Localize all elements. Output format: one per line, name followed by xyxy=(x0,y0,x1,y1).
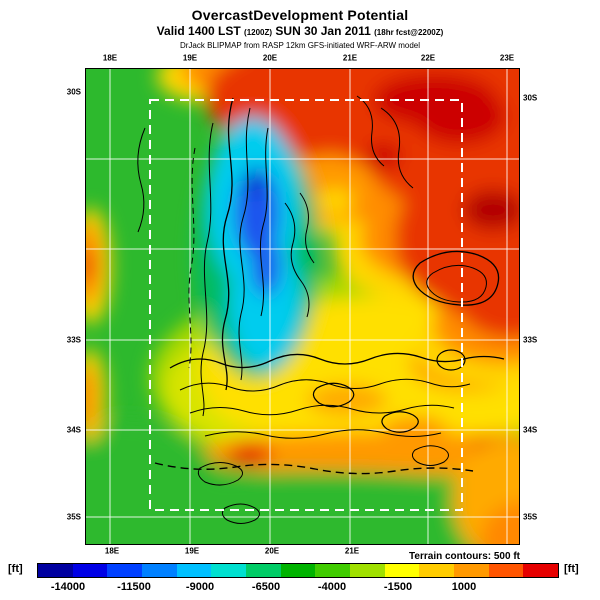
terrain-contour xyxy=(284,202,310,318)
colorbar-segment xyxy=(315,564,351,577)
terrain-contour xyxy=(380,107,414,189)
colorbar-segment xyxy=(488,564,524,577)
colorbar-tick: -9000 xyxy=(185,581,215,593)
terrain-contour xyxy=(204,429,442,439)
colorbar-tick: -6500 xyxy=(251,581,281,593)
colorbar-segment xyxy=(523,564,559,577)
chart-title: OvercastDevelopment Potential xyxy=(191,7,409,23)
axis-tick-label: 35S xyxy=(66,512,81,522)
axis-tick-label: 21E xyxy=(342,53,358,63)
terrain-contour xyxy=(221,97,234,391)
axis-tick-label: 20E xyxy=(262,53,278,63)
colorbar-tick: -4000 xyxy=(317,581,347,593)
terrain-contour xyxy=(197,462,243,486)
terrain-contour xyxy=(137,127,146,233)
axis-tick-label: 33S xyxy=(66,335,81,345)
colorbar-unit-right: [ft] xyxy=(564,563,579,575)
valid-init-time: (1200Z) xyxy=(244,28,273,37)
terrain-contours-note: Terrain contours: 500 ft xyxy=(409,551,520,562)
terrain-contour xyxy=(259,127,269,317)
colorbar-tick: -14000 xyxy=(50,581,86,593)
axis-tick-label: 34S xyxy=(523,425,538,435)
model-attribution: DrJack BLIPMAP from RASP 12km GFS-initia… xyxy=(179,41,421,50)
terrain-contour xyxy=(154,462,474,475)
colorbar-segment xyxy=(176,564,212,577)
colorbar-segment xyxy=(454,564,489,577)
colorbar-unit-left: [ft] xyxy=(8,563,23,575)
colorbar-segment xyxy=(72,564,108,577)
axis-tick-label: 33S xyxy=(523,335,538,345)
axis-tick-label: 20E xyxy=(264,546,280,556)
colorbar-tick: 1000 xyxy=(451,581,477,593)
axis-tick-label: 19E xyxy=(182,53,198,63)
map-border xyxy=(85,68,520,545)
colorbar-segment xyxy=(38,564,73,577)
axis-tick-label: 23E xyxy=(499,53,515,63)
contour-map xyxy=(85,68,520,545)
terrain-contour xyxy=(436,349,466,371)
valid-time-line: Valid 1400 LST (1200Z) SUN 30 Jan 2011 (… xyxy=(0,24,600,38)
terrain-contour xyxy=(381,411,419,433)
valid-forecast-info: (18hr fcst@2200Z) xyxy=(374,28,444,37)
terrain-contour xyxy=(312,382,355,408)
domain-boundary-box xyxy=(149,99,463,511)
colorbar xyxy=(37,563,559,578)
terrain-contour xyxy=(221,503,260,524)
colorbar-tick: -1500 xyxy=(383,581,413,593)
colorbar-segment xyxy=(246,564,281,577)
terrain-contour xyxy=(188,147,196,369)
colorbar-segment xyxy=(384,564,420,577)
axis-tick-label: 30S xyxy=(66,87,81,97)
valid-time-main: Valid 1400 LST xyxy=(156,24,245,38)
axis-tick-label: 19E xyxy=(184,546,200,556)
colorbar-segment xyxy=(142,564,177,577)
terrain-contour xyxy=(169,352,505,369)
terrain-contour xyxy=(426,264,487,303)
axis-tick-label: 30S xyxy=(523,93,538,103)
colorbar-segment xyxy=(280,564,316,577)
terrain-contour xyxy=(412,250,500,306)
axis-tick-label: 21E xyxy=(344,546,360,556)
axis-tick-label: 35S xyxy=(523,512,538,522)
terrain-contour xyxy=(238,107,251,381)
axis-tick-label: 22E xyxy=(420,53,436,63)
terrain-contour xyxy=(356,95,385,167)
map-area xyxy=(85,68,520,545)
axis-tick-label: 18E xyxy=(104,546,120,556)
colorbar-segment xyxy=(107,564,143,577)
colorbar-tick: -11500 xyxy=(117,581,151,593)
colorbar-segment xyxy=(350,564,385,577)
colorbar-segment xyxy=(211,564,247,577)
terrain-contour xyxy=(411,445,449,466)
axis-tick-label: 34S xyxy=(66,425,81,435)
terrain-contour xyxy=(200,122,214,417)
valid-date: SUN 30 Jan 2011 xyxy=(272,24,375,38)
axis-tick-label: 18E xyxy=(102,53,118,63)
terrain-contour xyxy=(299,192,315,264)
colorbar-segment xyxy=(419,564,455,577)
